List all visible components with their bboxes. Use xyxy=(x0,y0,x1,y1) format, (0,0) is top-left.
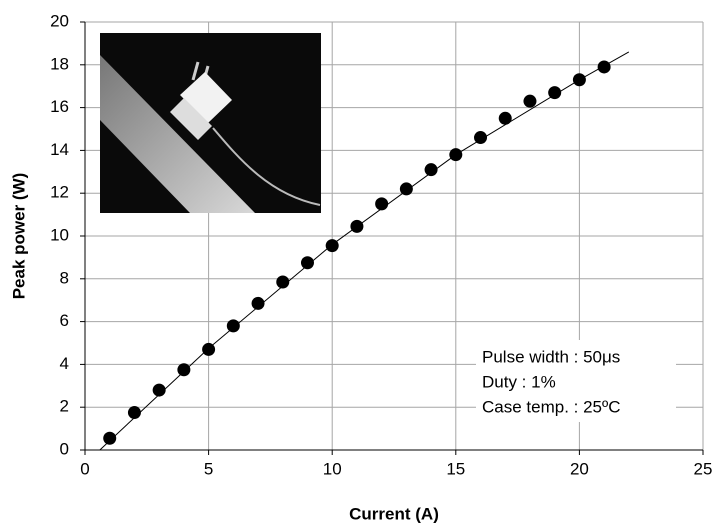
x-tick-label: 0 xyxy=(80,459,89,478)
data-point xyxy=(498,111,512,125)
data-point xyxy=(177,363,191,377)
data-point xyxy=(202,342,216,356)
annotation: Case temp. : 25ºC xyxy=(482,397,621,416)
data-point xyxy=(276,275,290,289)
x-axis-label: Current (A) xyxy=(349,504,439,523)
y-tick-label: 6 xyxy=(60,311,69,330)
y-axis-label: Peak power (W) xyxy=(9,173,28,300)
y-tick-label: 14 xyxy=(50,140,69,159)
data-point xyxy=(226,319,240,333)
x-tick-label: 10 xyxy=(323,459,342,478)
y-tick-label: 4 xyxy=(60,354,69,373)
data-point xyxy=(127,406,141,420)
data-point xyxy=(523,94,537,108)
x-tick-label: 20 xyxy=(570,459,589,478)
annotation: Pulse width : 50μs xyxy=(482,347,620,366)
y-tick-label: 18 xyxy=(50,54,69,73)
y-tick-label: 0 xyxy=(60,439,69,458)
data-point xyxy=(152,383,166,397)
data-point xyxy=(474,131,488,145)
x-tick-label: 25 xyxy=(694,459,713,478)
plot-area xyxy=(99,51,630,451)
y-tick-label: 10 xyxy=(50,225,69,244)
y-tick-label: 12 xyxy=(50,183,69,202)
x-tick-label: 15 xyxy=(446,459,465,478)
data-point xyxy=(375,197,389,211)
data-point xyxy=(251,296,265,310)
data-point xyxy=(424,163,438,177)
data-point xyxy=(597,60,611,74)
y-tick-label: 20 xyxy=(50,11,69,30)
data-point xyxy=(449,148,463,162)
data-point xyxy=(350,219,364,233)
y-tick-label: 16 xyxy=(50,97,69,116)
fit-line xyxy=(99,51,630,451)
data-point xyxy=(399,182,413,196)
y-tick-label: 2 xyxy=(60,397,69,416)
data-point xyxy=(300,256,314,270)
data-point xyxy=(548,86,562,100)
annotation: Duty : 1% xyxy=(482,372,556,391)
data-point xyxy=(103,431,117,445)
data-point xyxy=(325,239,339,253)
y-tick-label: 8 xyxy=(60,268,69,287)
data-point xyxy=(572,73,586,87)
inset-photo xyxy=(100,33,321,213)
x-tick-label: 5 xyxy=(204,459,213,478)
annotation-box: Pulse width : 50μs Duty : 1% Case temp. … xyxy=(476,340,676,422)
